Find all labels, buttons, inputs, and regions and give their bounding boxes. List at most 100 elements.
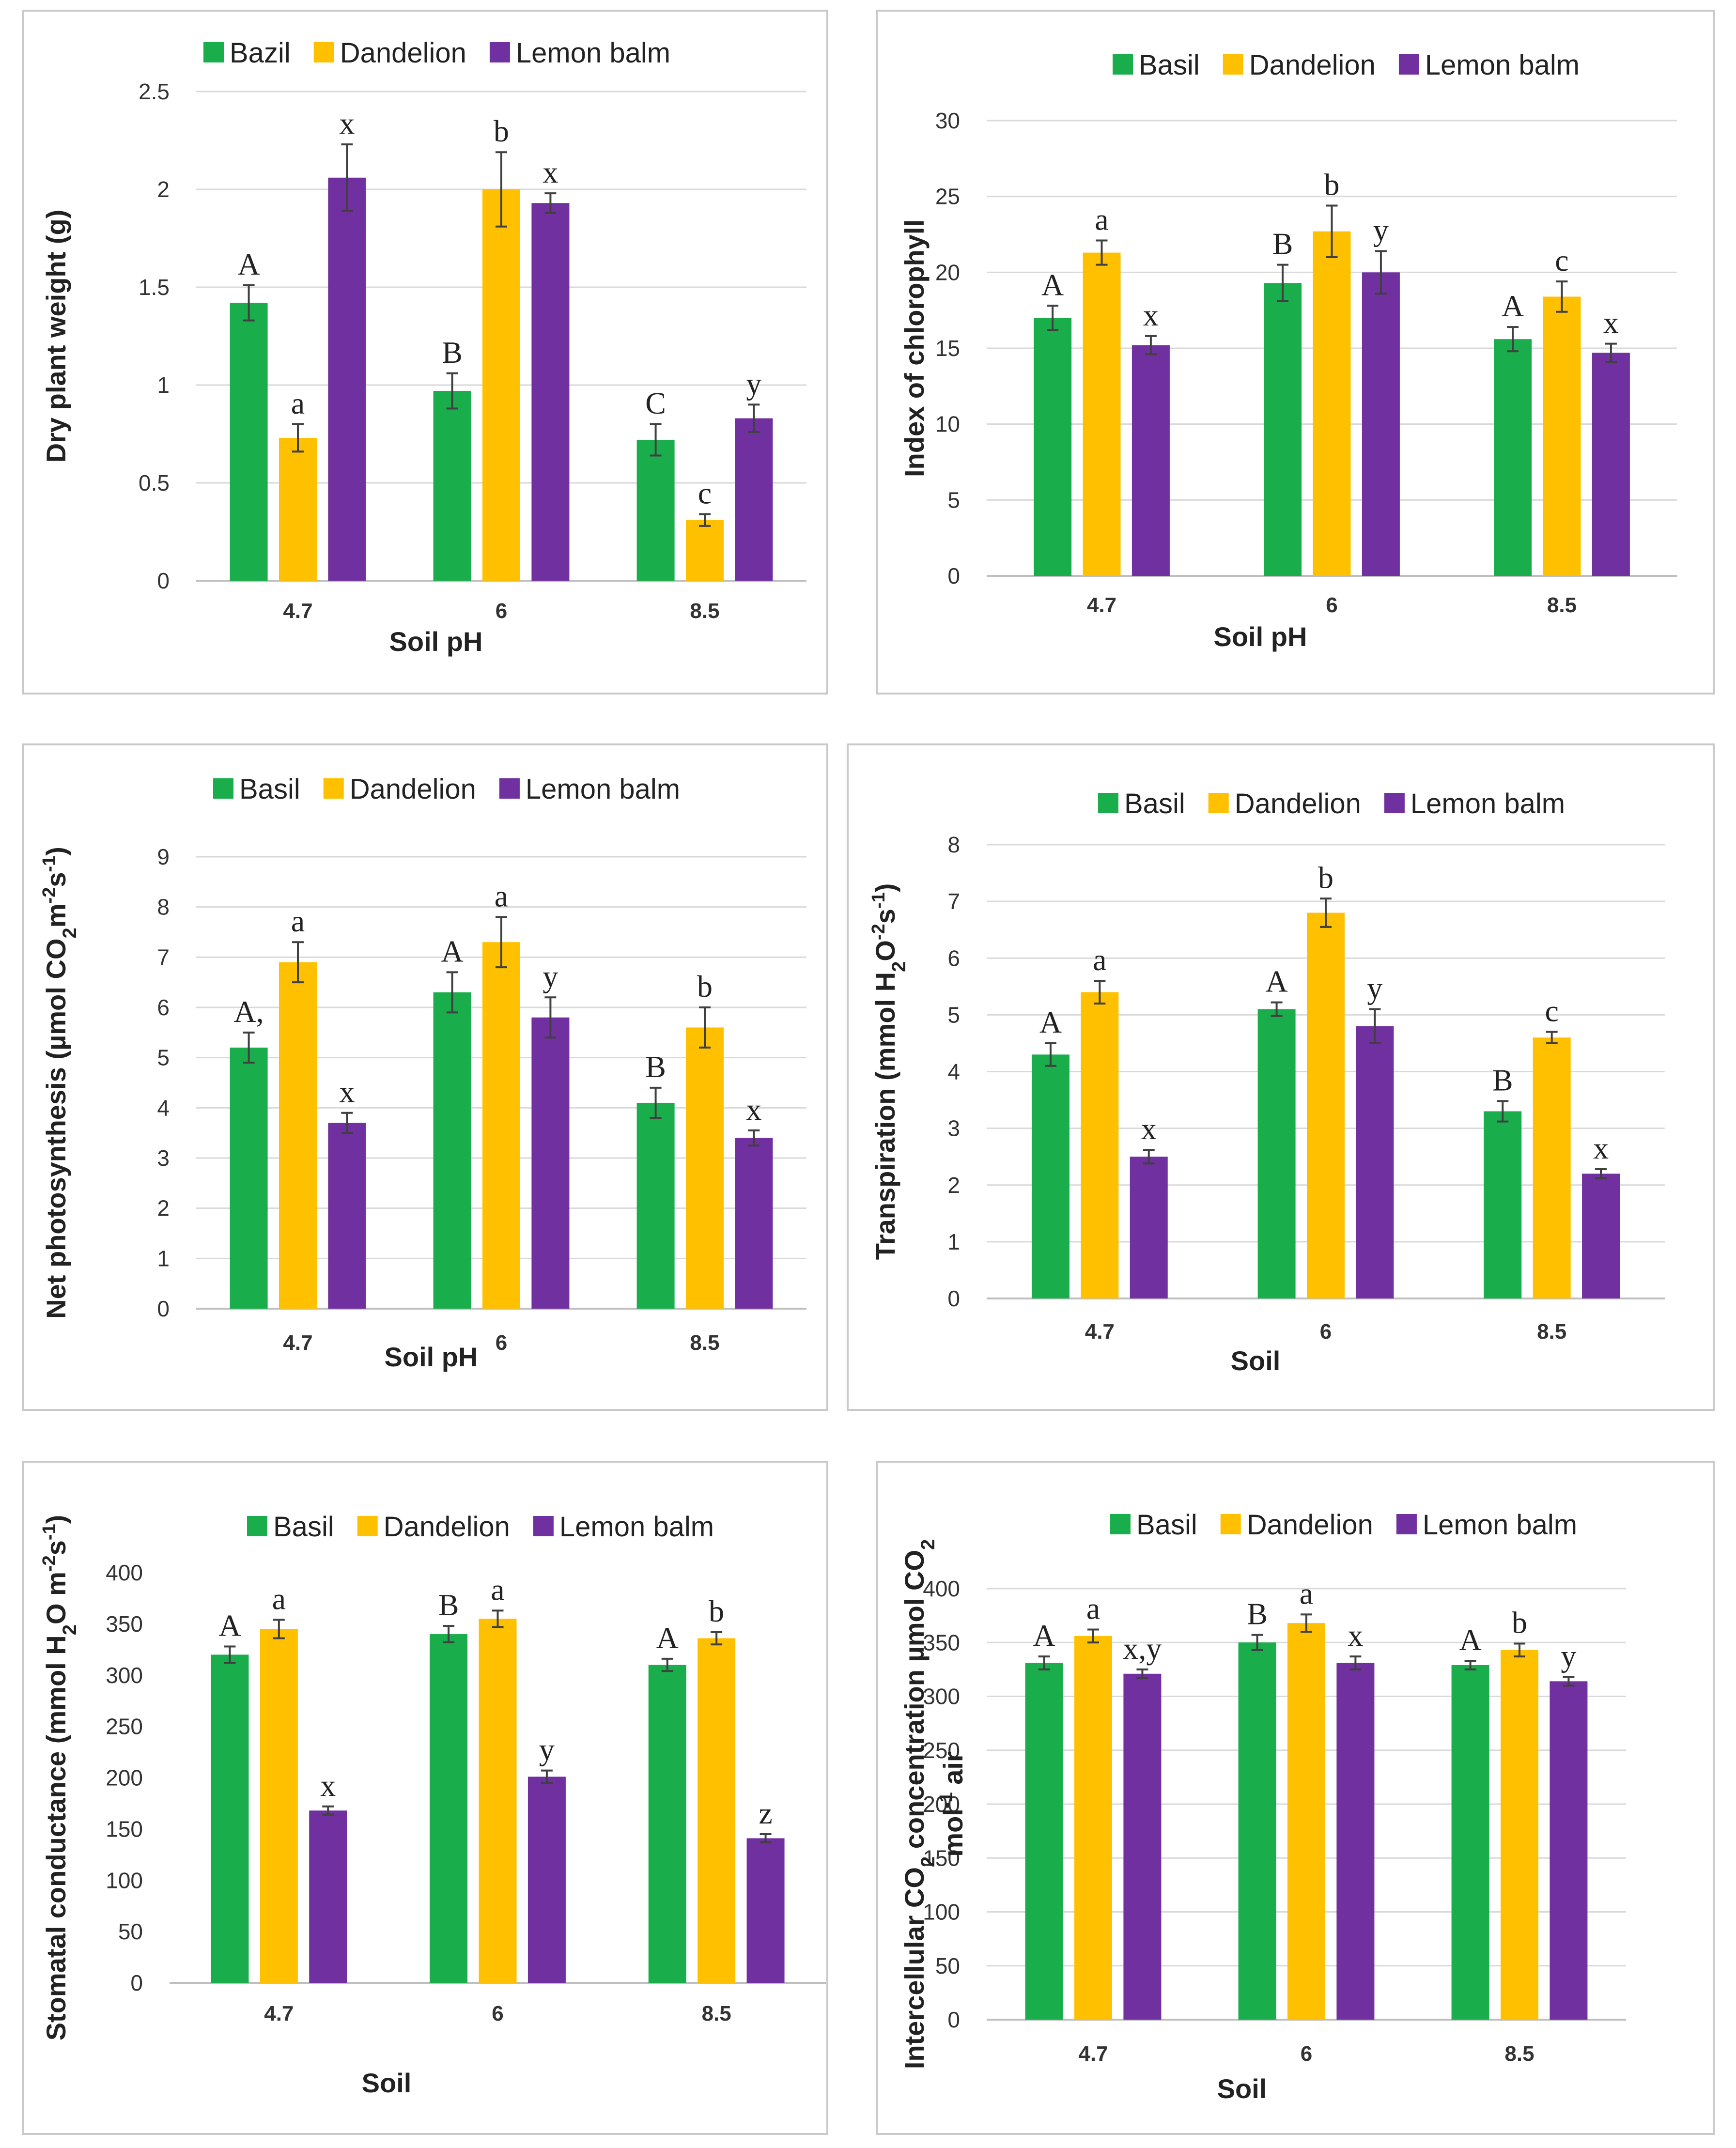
x-tick-label: 4.7 [283,1331,312,1355]
bar-lemon-balm-8-5 [746,1838,785,1983]
y-tick-label: 9 [157,844,170,869]
significance-letter: x [542,155,558,189]
y-tick-label: 30 [935,108,960,133]
bar-basil-4-7 [1025,1663,1063,2020]
error-bar [1096,239,1108,266]
legend-swatch [1396,1514,1417,1534]
significance-letter: B [438,1588,459,1622]
y-axis-label: Stomatal conductance (mmol H2O m-2s-1) [39,1515,80,2041]
significance-letter: z [759,1796,772,1830]
bar-basil-4-7 [1031,1054,1070,1298]
bar-lemon-balm-6 [527,1777,566,1983]
x-axis-label: Soil pH [385,1342,478,1372]
significance-letter: b [1512,1605,1527,1639]
bar-dandelion-4-7 [279,962,317,1309]
significance-letter: A [237,247,260,281]
bar-basil-6 [430,1634,468,1983]
error-bar [1047,305,1059,331]
significance-letter: A [1041,267,1064,302]
significance-letter: b [1318,860,1333,895]
y-tick-label: 8 [157,895,170,920]
bar-dandelion-6 [1307,912,1345,1298]
legend-label: Basil [1139,49,1200,81]
y-tick-label: 100 [923,1900,960,1925]
significance-letter: a [1086,1592,1100,1626]
bar-basil-8-5 [648,1665,686,1983]
y-tick-label: 15 [935,336,960,361]
y-tick-label: 5 [947,1002,960,1027]
legend-label: Basil [1124,788,1185,819]
legend-label: Lemon balm [1425,49,1580,81]
x-tick-label: 4.7 [1087,593,1116,617]
bar-lemon-balm-6 [1362,272,1400,576]
error-bar [1271,1001,1283,1017]
legend-label: Lemon balm [1423,1509,1577,1541]
significance-letter: a [1095,202,1108,237]
significance-letter: c [1555,243,1568,278]
bar-dandelion-4-7 [1081,992,1119,1298]
legend-swatch [1110,1514,1131,1534]
error-bar [1369,1008,1381,1044]
y-tick-label: 6 [157,995,170,1020]
error-bar [243,1031,255,1064]
bar-lemon-balm-6 [1356,1026,1394,1298]
significance-letter: y [542,959,558,993]
y-tick-label: 0 [130,1970,143,1995]
x-tick-label: 6 [496,1331,507,1355]
error-bar [1349,1655,1362,1670]
significance-letter: c [1545,994,1558,1028]
y-tick-label: 200 [106,1765,143,1791]
y-tick-label: 150 [106,1816,143,1841]
significance-letter: a [491,1572,504,1607]
bar-dandelion-6 [482,942,520,1309]
y-tick-label: 6 [947,945,960,971]
y-axis-label: Index of chlorophyll [899,219,930,477]
error-bar [1038,1655,1050,1670]
legend-swatch [323,778,344,799]
y-tick-label: 150 [923,1845,960,1870]
significance-letter: y [539,1732,555,1767]
bar-basil-4-7 [1034,318,1072,576]
x-tick-label: 8.5 [1537,1320,1566,1344]
bar-bazil-8-5 [636,440,675,581]
bar-basil-8-5 [1494,339,1532,576]
error-bar [760,1833,772,1843]
error-bar [446,971,458,1014]
bar-dandelion-6 [482,189,520,581]
chart-net-photosynthesis: 0 1 2 3 4 5 6 7 8 9 A, a x 4.7 Aa y 6 Bb x 8.5 Soil pH Net ph… [39,773,806,1372]
bar-dandelion-6 [1313,231,1351,576]
significance-letter: A [656,1621,679,1655]
bar-lemon-balm-6 [531,1017,570,1309]
significance-letter: B [645,1050,666,1084]
legend-label: Basil [239,773,300,805]
bar-bazil-6 [433,391,471,581]
y-tick-label: 0 [947,563,960,588]
y-tick-label: 8 [947,832,960,857]
significance-letter: A [1459,1623,1481,1657]
error-bar [661,1657,673,1672]
y-tick-label: 0 [157,568,170,593]
y-tick-label: 400 [106,1560,143,1585]
y-tick-label: 1 [947,1229,960,1254]
error-bar [341,143,353,212]
bar-lemon-balm-6 [1336,1663,1375,2020]
x-tick-label: 8.5 [1547,593,1577,617]
bar-lemon-balm-8-5 [735,1138,773,1309]
bar-lemon-balm-8-5 [1592,353,1630,576]
bar-dandelion-8-5 [1533,1037,1571,1298]
error-bar [1464,1660,1476,1670]
significance-letter: B [1247,1597,1268,1631]
bar-lemon-balm-4-7 [1132,345,1170,576]
y-tick-label: 300 [106,1663,143,1688]
legend-swatch [499,778,520,799]
y-tick-label: 200 [923,1792,960,1817]
x-tick-label: 4.7 [283,599,312,623]
error-bar [1546,1031,1558,1044]
y-tick-label: 25 [935,184,960,209]
bar-lemon-balm-8-5 [1550,1681,1588,2020]
legend-label: Dandelion [384,1511,510,1543]
bar-dandelion-8-5 [698,1638,736,1983]
